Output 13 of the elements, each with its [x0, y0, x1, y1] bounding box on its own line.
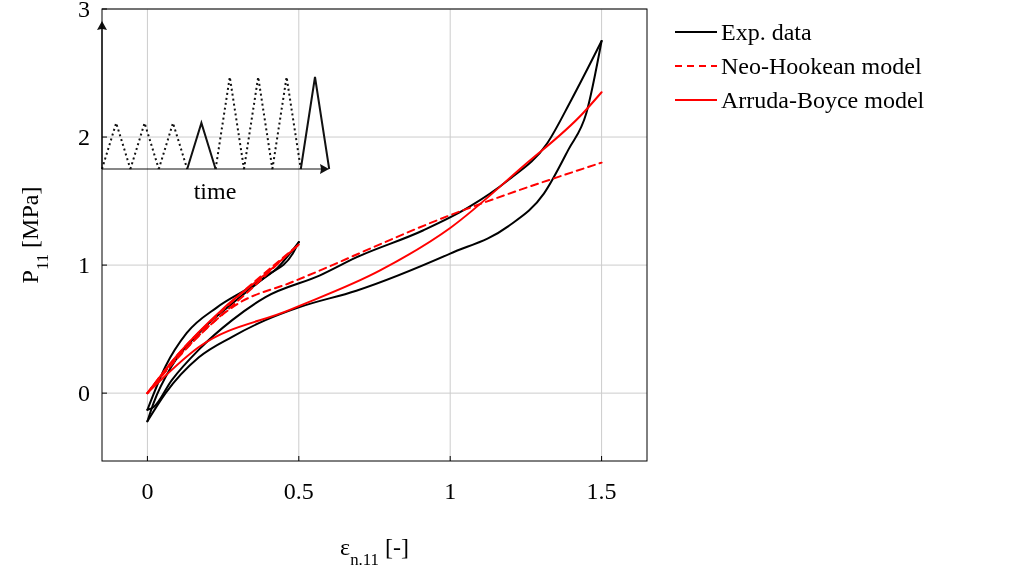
legend-label: Exp. data	[721, 19, 812, 45]
x-tick-label: 1.5	[586, 478, 617, 504]
x-axis-title: ε$_{n.11}$ [-]	[340, 534, 409, 565]
legend-label: Arruda-Boyce model	[721, 87, 925, 113]
annotation: time	[193, 178, 237, 204]
y-tick-label: 0	[78, 380, 90, 407]
y-tick-label: 1	[78, 252, 90, 279]
x-tick-label: 0	[141, 478, 154, 504]
x-tick-label: 0.5	[283, 478, 314, 504]
y-tick-label: 2	[78, 124, 90, 151]
y-tick-label: 3	[78, 0, 90, 22]
legend-label: Neo-Hookean model	[721, 53, 922, 79]
x-tick-label: 1	[444, 478, 457, 504]
